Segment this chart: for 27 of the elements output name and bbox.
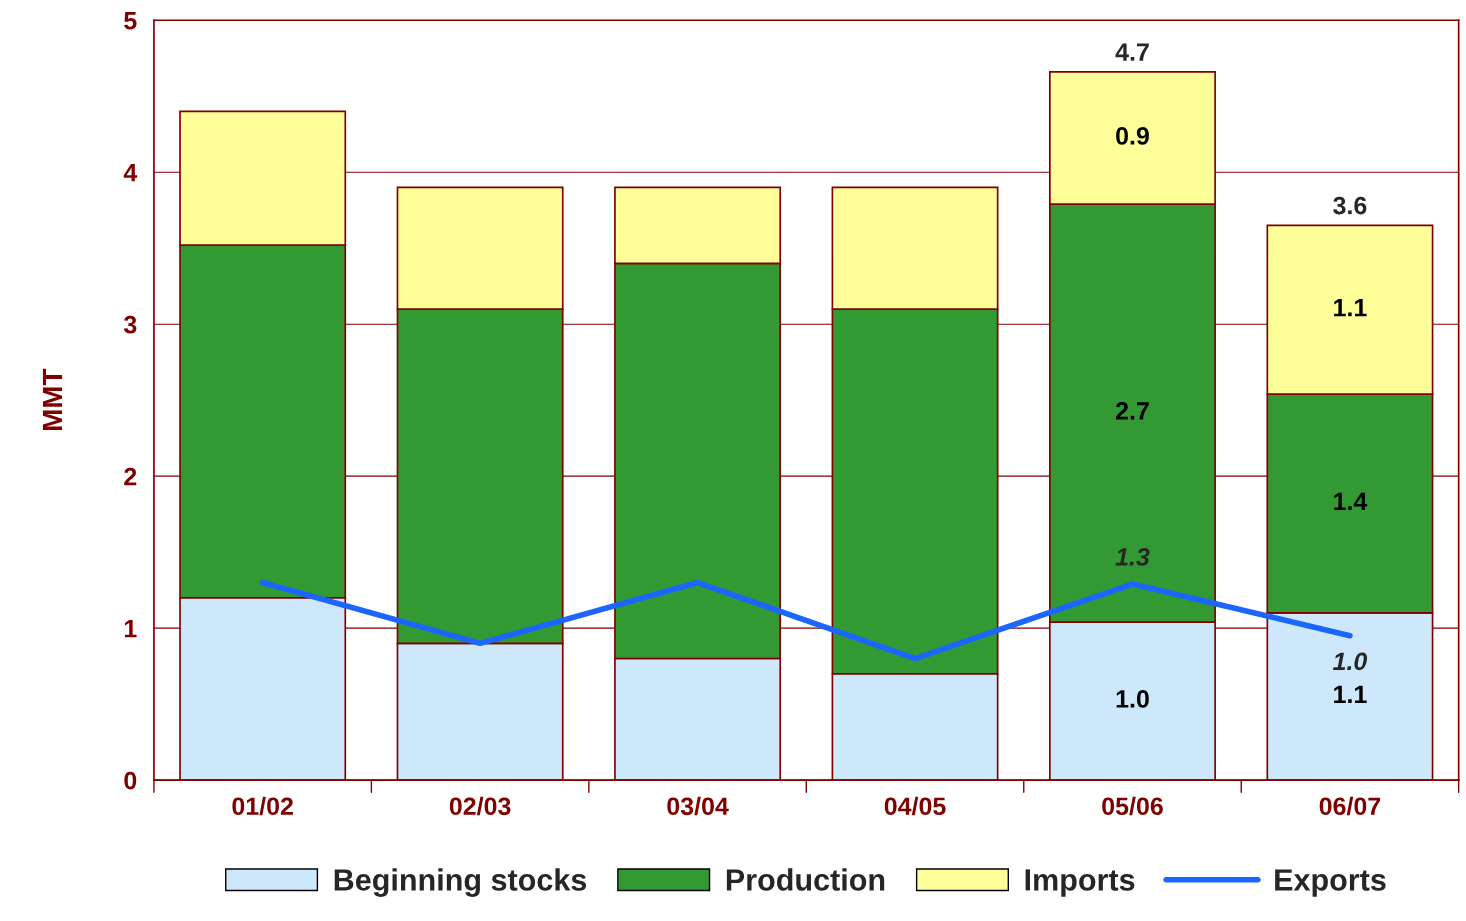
y-tick-label: 2 [124, 467, 137, 486]
data-label: 0.9 [1116, 127, 1149, 145]
total-label: 3.6 [1333, 196, 1367, 215]
y-axis-title: MMT [42, 368, 63, 430]
data-label: 1.1 [1334, 299, 1367, 317]
x-tick-label: 01/02 [232, 796, 293, 816]
y-tick-label: 3 [123, 315, 137, 334]
x-tick-label: 02/03 [449, 796, 511, 816]
x-tick-label: 05/06 [1102, 796, 1163, 816]
legend-label: Production [726, 868, 885, 891]
data-label: 1.0 [1332, 652, 1368, 671]
x-tick-label: 06/07 [1319, 796, 1381, 816]
x-tick-label: 03/04 [667, 796, 729, 816]
x-tick-label: 04/05 [884, 796, 946, 816]
legend-label: Imports [1025, 869, 1135, 897]
data-label: 1.0 [1116, 690, 1149, 708]
y-tick-label: 1 [124, 619, 137, 638]
legend-label: Beginning stocks [334, 868, 587, 897]
legend-label: Exports [1275, 869, 1386, 897]
y-tick-label: 5 [124, 12, 137, 30]
data-label: 1.3 [1115, 548, 1150, 566]
y-tick-label: 0 [124, 771, 137, 790]
y-tick-label: 4 [123, 164, 138, 182]
data-label: 1.1 [1334, 685, 1367, 703]
data-label: 1.4 [1334, 492, 1368, 510]
data-label: 2.7 [1115, 402, 1149, 420]
total-label: 4.7 [1115, 43, 1149, 61]
